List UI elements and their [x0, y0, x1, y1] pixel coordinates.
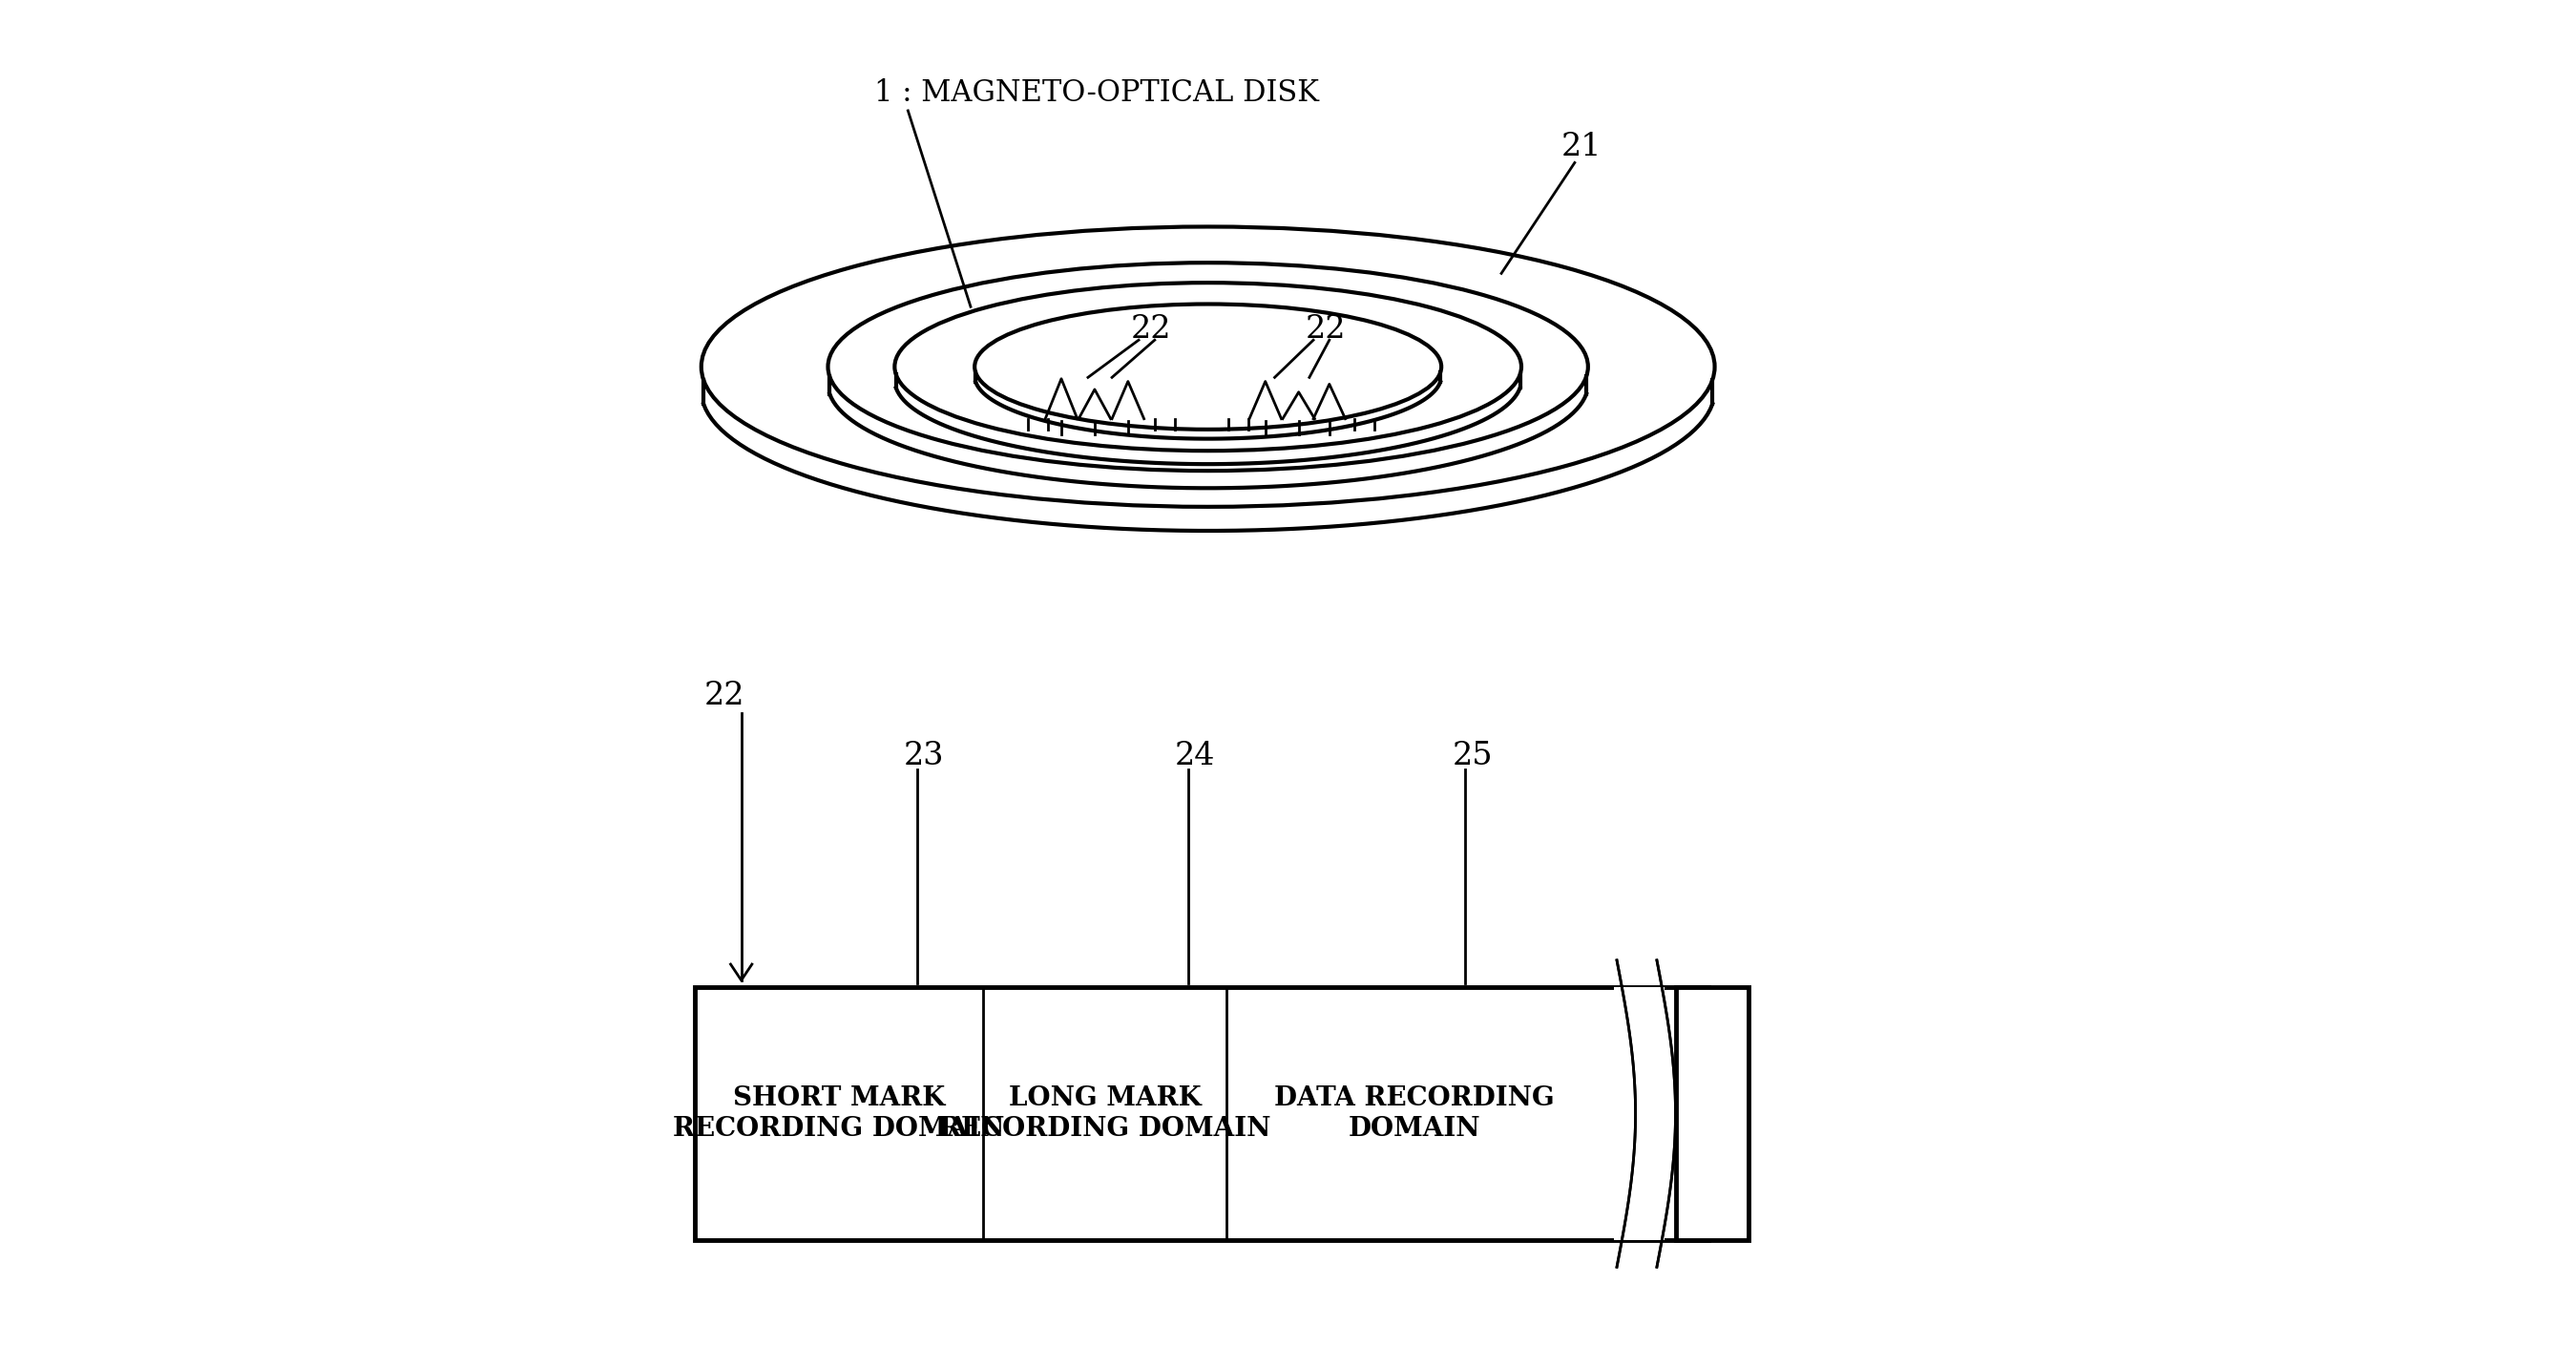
- Bar: [1615, 987, 1664, 1241]
- Bar: [1674, 987, 1749, 1241]
- Text: 22: 22: [1131, 314, 1172, 345]
- Text: 1 : MAGNETO-OPTICAL DISK: 1 : MAGNETO-OPTICAL DISK: [876, 78, 1319, 108]
- Text: SHORT MARK
RECORDING DOMAIN: SHORT MARK RECORDING DOMAIN: [672, 1086, 1005, 1141]
- Text: 22: 22: [1306, 314, 1345, 345]
- Text: 22: 22: [703, 680, 744, 711]
- Text: 24: 24: [1175, 741, 1216, 772]
- Text: 23: 23: [904, 741, 945, 772]
- Text: 25: 25: [1453, 741, 1492, 772]
- Text: LONG MARK
RECORDING DOMAIN: LONG MARK RECORDING DOMAIN: [940, 1086, 1270, 1141]
- Bar: [696, 987, 1708, 1241]
- Text: 21: 21: [1561, 132, 1602, 162]
- Text: DATA RECORDING
DOMAIN: DATA RECORDING DOMAIN: [1275, 1086, 1553, 1141]
